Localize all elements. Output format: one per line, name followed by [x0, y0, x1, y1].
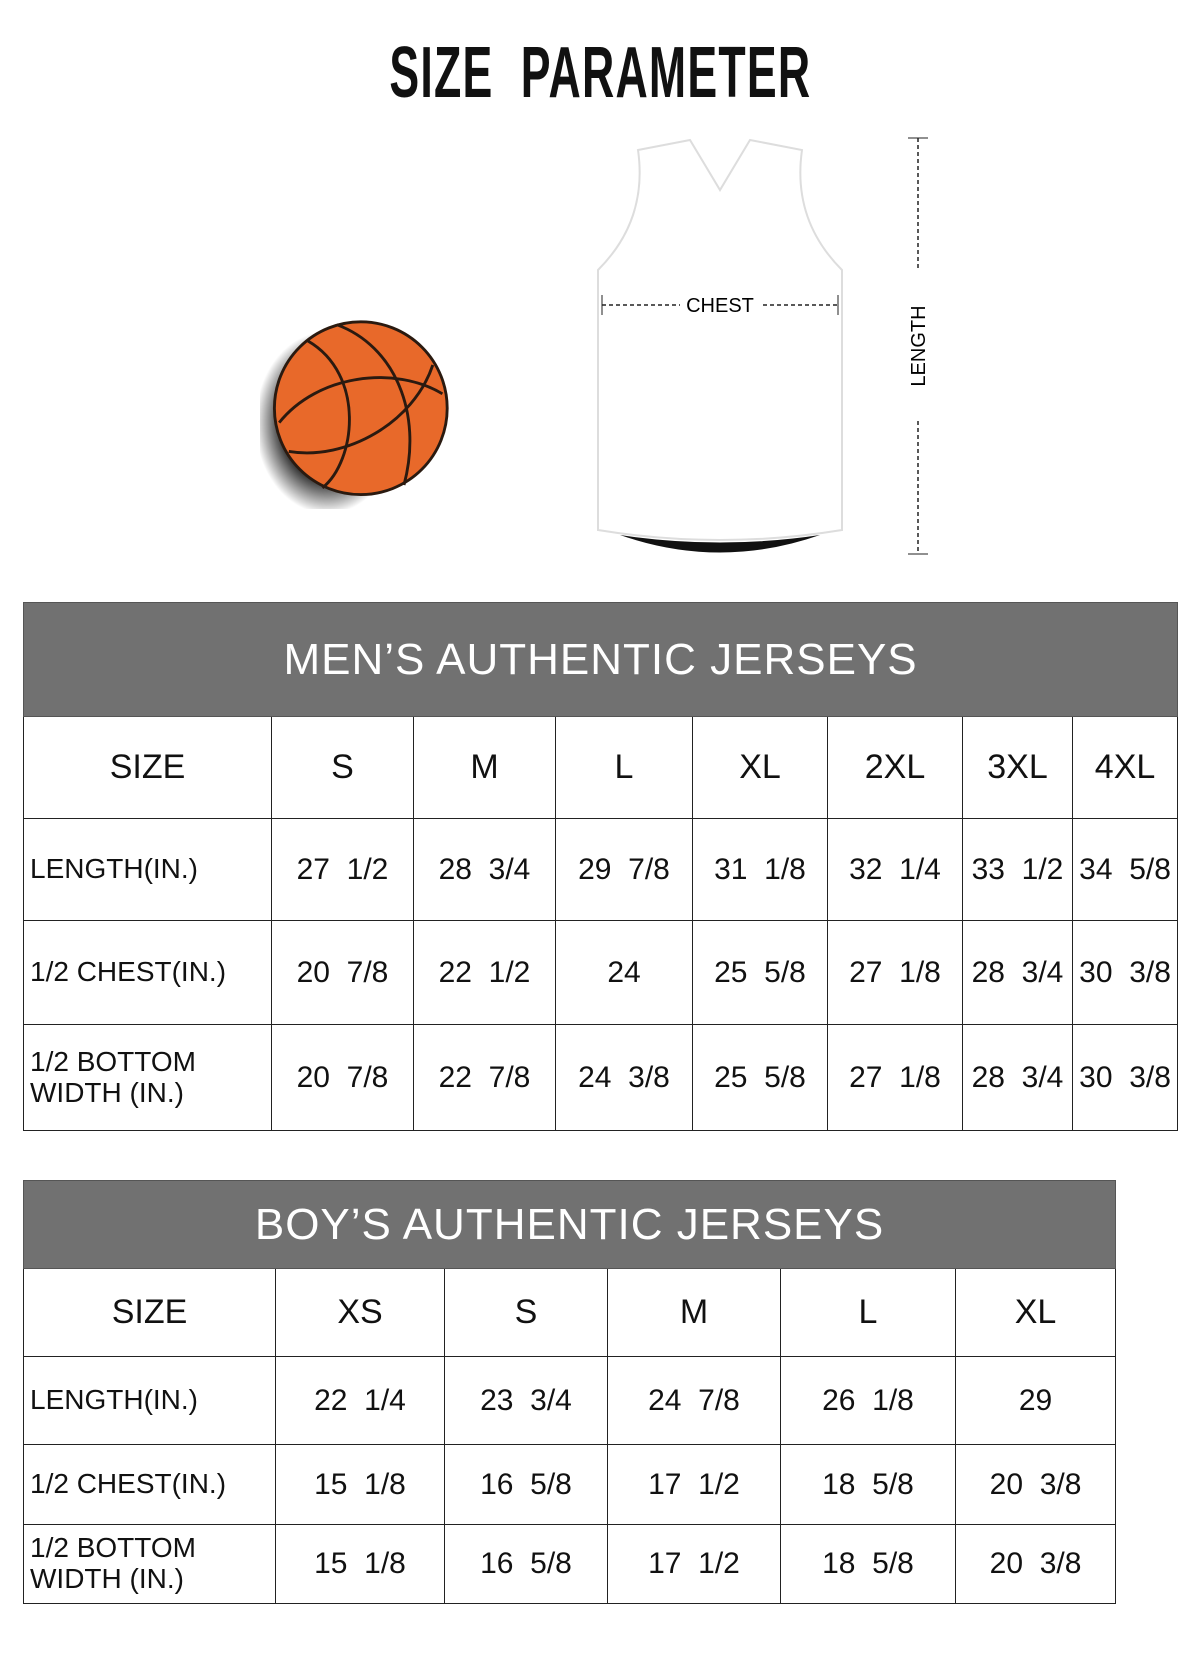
table-row: LENGTH(IN.) 22 1/4 23 3/4 24 7/8 26 1/8 29	[23, 1356, 1117, 1445]
value-cell: 22 7/8	[413, 1024, 556, 1131]
value-cell: 28 3/4	[962, 1024, 1073, 1131]
boys-size-table: BOY’S AUTHENTIC JERSEYS SIZE XS S M L XL…	[22, 1180, 1117, 1604]
table-row: 1/2 BOTTOM WIDTH (IN.) 15 1/8 16 5/8 17 1/2…	[23, 1524, 1117, 1604]
value-cell: 22 1/2	[413, 920, 556, 1025]
table-row: SIZE XS S M L XL	[23, 1268, 1117, 1357]
value-cell: 30 3/8	[1071, 920, 1179, 1025]
value-cell: 17 1/2	[607, 1524, 781, 1604]
size-cell: M	[413, 716, 556, 819]
value-cell: 34 5/8	[1071, 818, 1179, 921]
size-cell: L	[780, 1268, 956, 1357]
row-label: 1/2 CHEST(IN.)	[23, 920, 272, 1025]
size-header: SIZE	[23, 1268, 276, 1357]
value-cell: 30 3/8	[1071, 1024, 1179, 1131]
value-cell: 24 7/8	[607, 1356, 781, 1445]
size-cell: S	[444, 1268, 608, 1357]
value-cell: 23 3/4	[444, 1356, 608, 1445]
value-cell: 29 7/8	[555, 818, 693, 921]
row-label: LENGTH(IN.)	[23, 818, 272, 921]
value-cell: 20 7/8	[271, 920, 414, 1025]
mens-heading: MEN’S AUTHENTIC JERSEYS	[22, 602, 1179, 717]
value-cell: 15 1/8	[275, 1524, 445, 1604]
mens-size-table: MEN’S AUTHENTIC JERSEYS SIZE S M L XL 2X…	[22, 602, 1179, 1131]
value-cell: 27 1/2	[271, 818, 414, 921]
value-cell: 29	[954, 1356, 1117, 1445]
value-cell: 20 7/8	[271, 1024, 414, 1131]
row-label: LENGTH(IN.)	[23, 1356, 276, 1445]
value-cell: 16 5/8	[444, 1444, 608, 1525]
size-cell: M	[607, 1268, 781, 1357]
value-cell: 16 5/8	[444, 1524, 608, 1604]
value-cell: 33 1/2	[962, 818, 1073, 921]
value-cell: 24 3/8	[555, 1024, 693, 1131]
table-row: 1/2 CHEST(IN.) 15 1/8 16 5/8 17 1/2 18 5/8 20…	[23, 1444, 1117, 1525]
value-cell: 27 1/8	[827, 1024, 963, 1131]
value-cell: 20 3/8	[954, 1444, 1117, 1525]
size-header: SIZE	[23, 716, 272, 819]
table-row: 1/2 BOTTOM WIDTH (IN.) 20 7/8 22 7/8 24 3/8…	[23, 1024, 1179, 1131]
value-cell: 25 5/8	[692, 1024, 828, 1131]
size-cell: S	[271, 716, 414, 819]
value-cell: 17 1/2	[607, 1444, 781, 1525]
size-cell: 2XL	[827, 716, 963, 819]
boys-heading: BOY’S AUTHENTIC JERSEYS	[22, 1180, 1117, 1269]
value-cell: 22 1/4	[275, 1356, 445, 1445]
value-cell: 28 3/4	[413, 818, 556, 921]
row-label: 1/2 BOTTOM WIDTH (IN.)	[23, 1524, 276, 1604]
row-label: 1/2 BOTTOM WIDTH (IN.)	[23, 1024, 272, 1131]
value-cell: 15 1/8	[275, 1444, 445, 1525]
size-cell: 4XL	[1071, 716, 1179, 819]
chest-label: CHEST	[686, 295, 754, 317]
table-row: 1/2 CHEST(IN.) 20 7/8 22 1/2 24 25 5/8 27 1/8…	[23, 920, 1179, 1025]
table-row: LENGTH(IN.) 27 1/2 28 3/4 29 7/8 31 1/8 32 1/…	[23, 818, 1179, 921]
row-label: 1/2 CHEST(IN.)	[23, 1444, 276, 1525]
value-cell: 28 3/4	[962, 920, 1073, 1025]
value-cell: 27 1/8	[827, 920, 963, 1025]
jersey-diagram: CHEST	[597, 138, 843, 553]
value-cell: 31 1/8	[692, 818, 828, 921]
value-cell: 24	[555, 920, 693, 1025]
value-cell: 18 5/8	[780, 1524, 956, 1604]
value-cell: 20 3/8	[954, 1524, 1117, 1604]
size-cell: 3XL	[962, 716, 1073, 819]
length-label: LENGTH	[908, 305, 930, 386]
length-ruler: LENGTH	[908, 137, 930, 555]
page-title: SIZE PARAMETER	[388, 33, 812, 113]
size-cell: XL	[692, 716, 828, 819]
value-cell: 26 1/8	[780, 1356, 956, 1445]
value-cell: 32 1/4	[827, 818, 963, 921]
size-cell: XS	[275, 1268, 445, 1357]
table-row: SIZE S M L XL 2XL 3XL 4XL	[23, 716, 1179, 819]
basketball-icon	[260, 320, 449, 509]
size-cell: XL	[954, 1268, 1117, 1357]
value-cell: 25 5/8	[692, 920, 828, 1025]
size-cell: L	[555, 716, 693, 819]
value-cell: 18 5/8	[780, 1444, 956, 1525]
